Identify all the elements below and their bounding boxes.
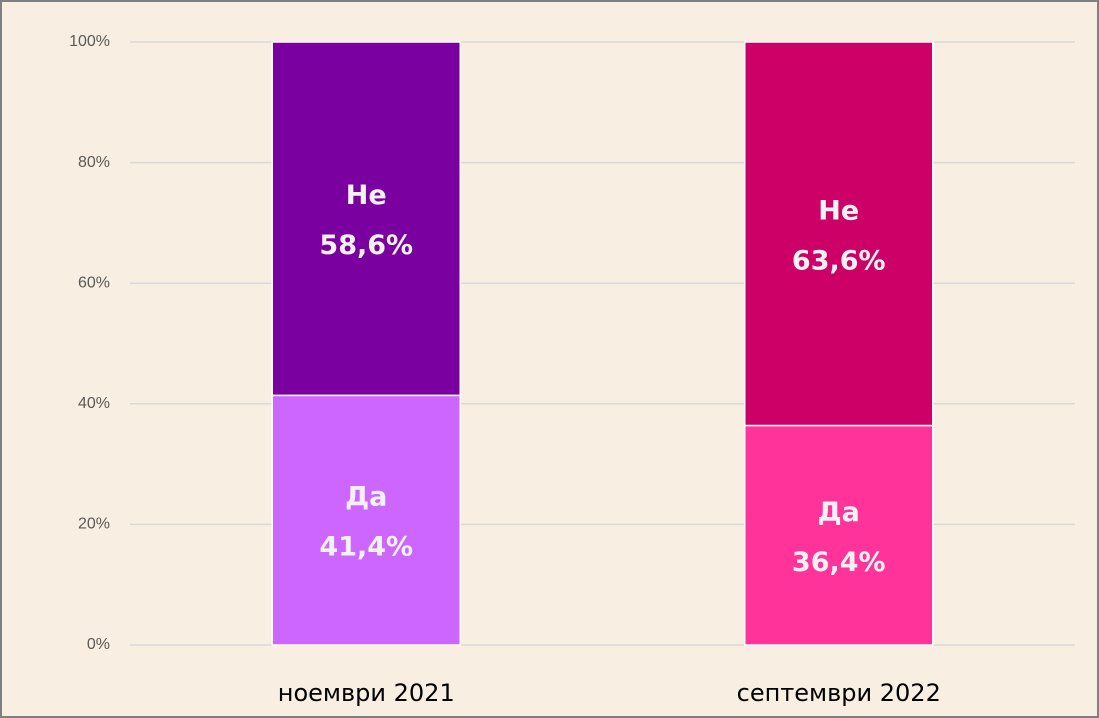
bar-segment [271,41,461,397]
data-label: 36,4% [792,547,886,578]
segment-name: Да [818,497,860,528]
y-tick-label: 20% [78,516,110,533]
x-tick-label: септември 2022 [737,679,941,707]
bar-segment [271,394,461,646]
y-tick-label: 80% [78,154,110,171]
data-label: 58,6% [319,230,413,261]
segment-name: Не [818,195,859,226]
y-tick-label: 40% [78,395,110,412]
bar-segment [744,424,934,646]
data-label: 63,6% [792,245,886,276]
bar-segment [744,41,934,427]
y-tick-label: 100% [69,33,110,50]
segment-name: Да [345,482,387,513]
x-tick-label: ноември 2021 [278,679,455,707]
segment-name: Не [346,180,387,211]
y-tick-label: 0% [87,636,110,653]
y-tick-label: 60% [78,274,110,291]
data-label: 41,4% [319,532,413,563]
